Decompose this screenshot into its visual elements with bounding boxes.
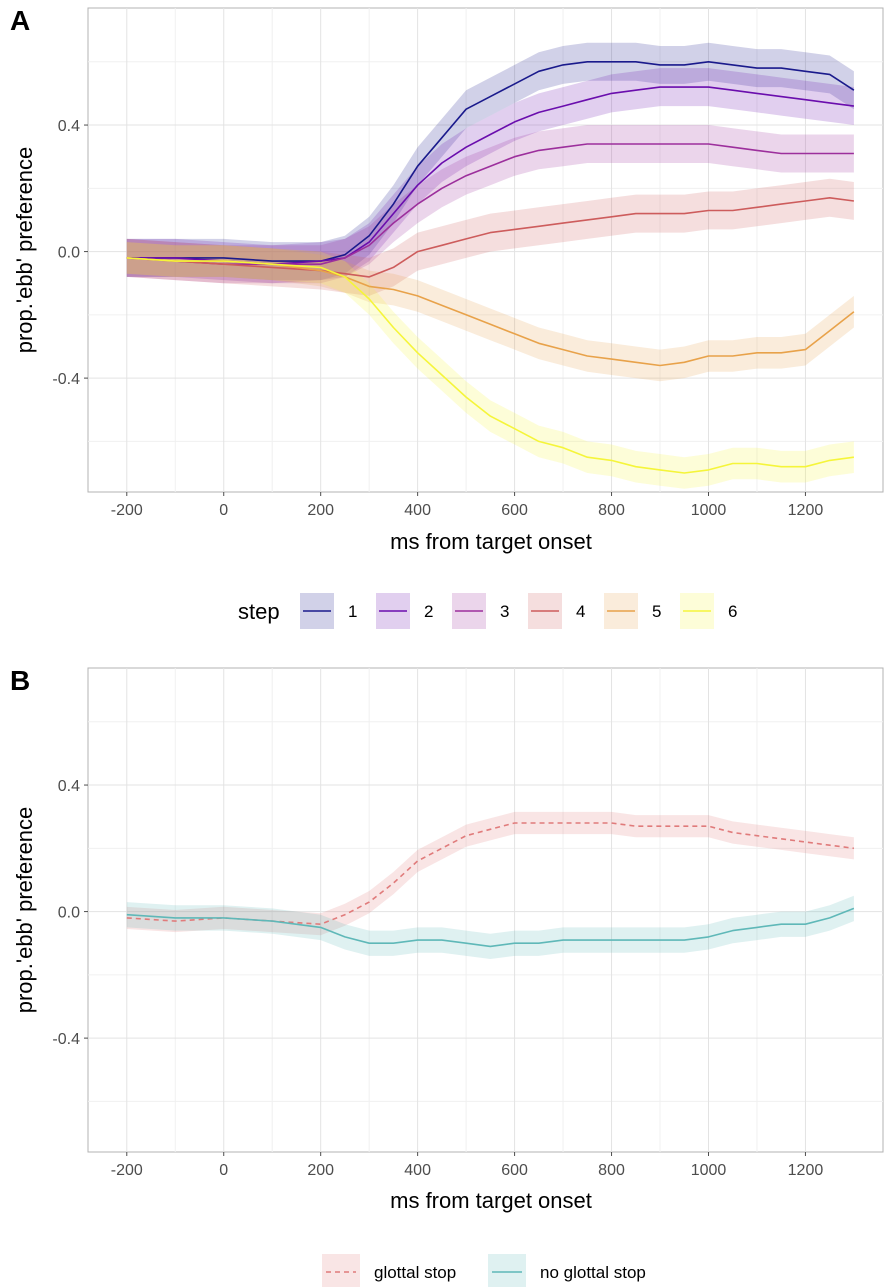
- panel-b: B -200 0 200 400 600 800 1000 1200 -0.4 0.0 0.4 m…: [10, 665, 884, 1213]
- line-series-1: [126, 822, 855, 926]
- legend-a-label-5: 5: [652, 602, 661, 621]
- x-tick-label: 200: [307, 502, 334, 519]
- y-tick-label: 0.4: [58, 118, 80, 135]
- legend-a-title: step: [238, 599, 280, 624]
- x-tick-label: 1200: [788, 502, 824, 519]
- x-tick-label: 800: [598, 502, 625, 519]
- y-tick-label: -0.4: [52, 1031, 80, 1048]
- legend-a-label-3: 3: [500, 602, 509, 621]
- legend-b-label-2: no glottal stop: [540, 1263, 646, 1282]
- x-tick-label: 600: [501, 502, 528, 519]
- panel-b-grid: [88, 668, 883, 1152]
- panel-a-letter: A: [10, 5, 30, 36]
- panel-b-letter: B: [10, 665, 30, 696]
- x-tick-label: 0: [219, 502, 228, 519]
- x-tick-label: 1000: [691, 1162, 727, 1179]
- panel-a-y-ticks: -0.4 0.0 0.4: [52, 118, 88, 388]
- line-series-2: [126, 86, 855, 266]
- ribbon-series-5: [126, 242, 854, 382]
- x-tick-label: 1200: [788, 1162, 824, 1179]
- ribbon-series-2: [126, 895, 854, 959]
- legend-a-label-2: 2: [424, 602, 433, 621]
- legend-b-label-1: glottal stop: [374, 1263, 456, 1282]
- legend-a-items: 1 2 3 4 5 6: [300, 593, 737, 629]
- line-series-1: [126, 60, 855, 262]
- x-tick-label: 200: [307, 1162, 334, 1179]
- legend-b-key-2: [488, 1254, 526, 1287]
- line-series-3: [126, 143, 854, 266]
- panel-b-lines: [126, 822, 855, 948]
- x-tick-label: 400: [404, 502, 431, 519]
- x-tick-label: 400: [404, 1162, 431, 1179]
- line-series-6: [126, 257, 855, 474]
- x-tick-label: 0: [219, 1162, 228, 1179]
- panel-a-x-axis-title: ms from target onset: [390, 529, 592, 554]
- panel-a-x-ticks: -200 0 200 400 600 800 1000 1200: [111, 492, 824, 519]
- panel-b-x-ticks: -200 0 200 400 600 800 1000 1200: [111, 1152, 824, 1179]
- x-tick-label: 800: [598, 1162, 625, 1179]
- y-tick-label: -0.4: [52, 371, 80, 388]
- line-series-5: [126, 257, 855, 367]
- line-series-2: [126, 907, 855, 948]
- panel-b-ribbons: [126, 811, 854, 959]
- panel-b-y-ticks: -0.4 0.0 0.4: [52, 778, 88, 1048]
- panel-b-x-axis-title: ms from target onset: [390, 1188, 592, 1213]
- panel-a-lines: [126, 60, 855, 474]
- x-tick-label: 600: [501, 1162, 528, 1179]
- y-tick-label: 0.0: [58, 245, 80, 262]
- y-tick-label: 0.0: [58, 905, 80, 922]
- x-tick-label: 1000: [691, 502, 727, 519]
- line-series-4: [126, 197, 855, 278]
- ribbon-series-1: [126, 42, 854, 281]
- legend-a-label-6: 6: [728, 602, 737, 621]
- panel-b-y-axis-title: prop.'ebb' preference: [12, 807, 37, 1014]
- x-tick-label: -200: [111, 1162, 143, 1179]
- panel-a-ribbons: [126, 42, 854, 489]
- legend-a-label-1: 1: [348, 602, 357, 621]
- ribbon-series-1: [126, 811, 854, 936]
- ribbon-series-6: [126, 242, 854, 489]
- panel-a: A -200 0 200 400 600 800 1000 1200 -0.4 0.0 0.4 m…: [10, 5, 884, 554]
- panel-a-y-axis-title: prop.'ebb' preference: [12, 147, 37, 354]
- legend-a-label-4: 4: [576, 602, 585, 621]
- y-tick-label: 0.4: [58, 778, 80, 795]
- x-tick-label: -200: [111, 502, 143, 519]
- legend-b-items: glottal stop no glottal stop: [322, 1254, 646, 1287]
- legend-b-key-1: [322, 1254, 360, 1287]
- panel-b-frame: [87, 667, 884, 1153]
- ribbon-series-3: [126, 125, 854, 284]
- panel-a-legend: step 1 2 3 4 5 6: [238, 593, 737, 629]
- panel-b-legend: glottal stop no glottal stop: [322, 1254, 646, 1287]
- panel-a-grid: [88, 8, 883, 492]
